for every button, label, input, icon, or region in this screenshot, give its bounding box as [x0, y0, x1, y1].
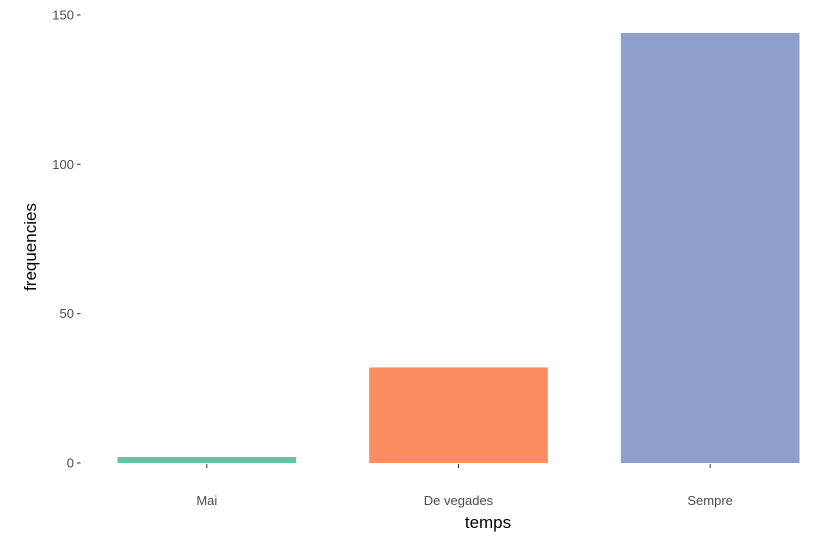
y-axis: 0 50 100 150 — [52, 8, 81, 471]
bars — [117, 32, 800, 464]
x-tick-label: Mai — [196, 493, 217, 508]
y-tick-label: 100 — [52, 157, 74, 172]
x-tick-label: De vegades — [424, 493, 494, 508]
x-axis: Mai De vegades Sempre — [196, 464, 733, 508]
bar-mai — [117, 457, 297, 463]
bar-sempre — [620, 32, 800, 464]
y-tick-label: 50 — [60, 306, 74, 321]
y-tick-label: 0 — [67, 456, 74, 471]
y-axis-title: frequencies — [21, 203, 40, 291]
bar-de-vegades — [369, 367, 548, 463]
x-axis-title: temps — [465, 513, 511, 532]
y-tick-label: 150 — [52, 8, 74, 23]
x-tick-label: Sempre — [687, 493, 733, 508]
